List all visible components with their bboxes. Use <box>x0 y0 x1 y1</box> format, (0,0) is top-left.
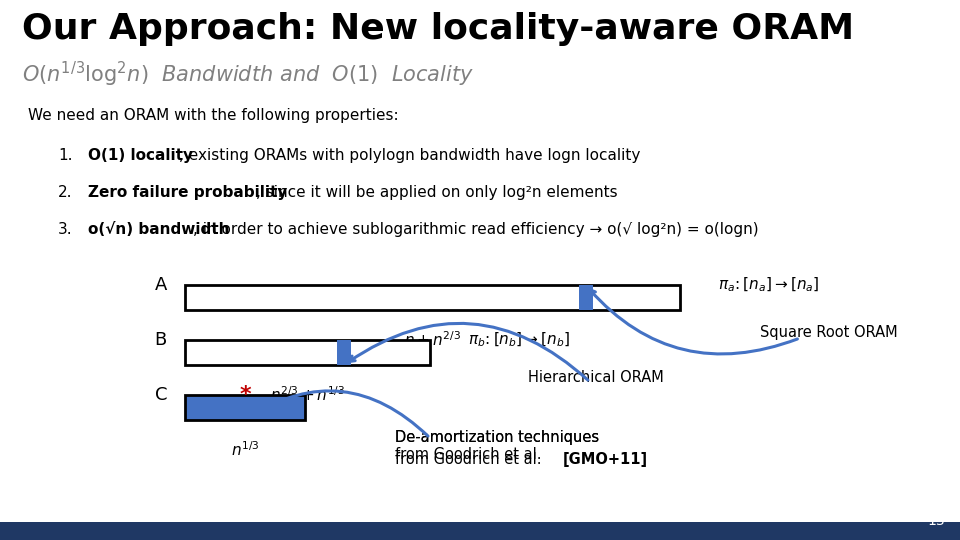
Text: , existing ORAMs with polylogn bandwidth have logn locality: , existing ORAMs with polylogn bandwidth… <box>179 148 640 163</box>
Text: C: C <box>155 386 167 404</box>
Text: , in order to achieve sublogarithmic read efficiency → o(√ log²n) = o(logn): , in order to achieve sublogarithmic rea… <box>193 222 758 237</box>
Bar <box>337 340 351 365</box>
Text: 2.: 2. <box>58 185 73 200</box>
Text: , since it will be applied on only log²n elements: , since it will be applied on only log²n… <box>256 185 617 200</box>
Text: $n + n^{2/3}$: $n + n^{2/3}$ <box>404 330 461 349</box>
Text: $\pi_b\!: [n_b] \to [n_b]$: $\pi_b\!: [n_b] \to [n_b]$ <box>468 331 570 349</box>
Bar <box>185 340 430 365</box>
Bar <box>185 395 305 420</box>
Text: De-amortization techniques: De-amortization techniques <box>395 430 599 445</box>
Bar <box>0 522 960 540</box>
Text: A: A <box>155 276 167 294</box>
Text: Our Approach: New locality-aware ORAM: Our Approach: New locality-aware ORAM <box>22 12 854 46</box>
Bar <box>579 285 592 310</box>
Text: 13: 13 <box>927 514 945 528</box>
Text: *: * <box>239 385 251 405</box>
Text: $n^{2/3} + n^{1/3}$: $n^{2/3} + n^{1/3}$ <box>270 385 346 404</box>
Text: from Goodrich et al.: from Goodrich et al. <box>395 452 546 467</box>
Bar <box>185 285 680 310</box>
Text: O(1) locality: O(1) locality <box>88 148 193 163</box>
Text: 1.: 1. <box>58 148 73 163</box>
Text: o(√n) bandwidth: o(√n) bandwidth <box>88 222 229 237</box>
Text: Zero failure probability: Zero failure probability <box>88 185 287 200</box>
Text: B: B <box>155 331 167 349</box>
Text: $n^{1/3}$: $n^{1/3}$ <box>230 440 259 458</box>
Text: We need an ORAM with the following properties:: We need an ORAM with the following prope… <box>28 108 398 123</box>
Text: Square Root ORAM: Square Root ORAM <box>760 325 898 340</box>
Text: [GMO+11]: [GMO+11] <box>563 452 648 467</box>
Text: Hierarchical ORAM: Hierarchical ORAM <box>528 370 663 385</box>
Text: $O(n^{1/3}\log^2\!n)$  Bandwidth and  $O(1)$  Locality: $O(n^{1/3}\log^2\!n)$ Bandwidth and $O(1… <box>22 60 474 89</box>
Text: De-amortization techniques
from Goodrich et al.: De-amortization techniques from Goodrich… <box>395 430 599 462</box>
Text: $\pi_a\!: [n_a] \to [n_a]$: $\pi_a\!: [n_a] \to [n_a]$ <box>718 276 820 294</box>
Text: 3.: 3. <box>58 222 73 237</box>
